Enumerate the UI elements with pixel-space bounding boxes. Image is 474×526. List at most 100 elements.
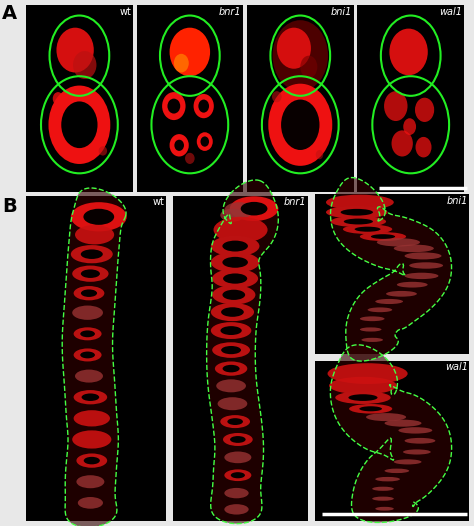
Ellipse shape (83, 209, 114, 225)
Ellipse shape (72, 306, 103, 320)
Ellipse shape (331, 216, 386, 227)
Ellipse shape (80, 351, 95, 358)
Ellipse shape (81, 249, 103, 259)
Ellipse shape (223, 433, 253, 446)
Ellipse shape (223, 274, 247, 284)
Ellipse shape (72, 430, 111, 449)
Ellipse shape (198, 99, 209, 113)
Ellipse shape (216, 379, 246, 392)
Ellipse shape (220, 326, 242, 335)
Ellipse shape (355, 227, 381, 232)
Ellipse shape (277, 28, 311, 69)
Polygon shape (330, 345, 452, 522)
Bar (315, 194, 469, 355)
Text: bni1: bni1 (331, 7, 352, 17)
Text: wal1: wal1 (445, 362, 468, 372)
Ellipse shape (56, 28, 94, 73)
Ellipse shape (80, 330, 95, 337)
Ellipse shape (366, 413, 406, 421)
Ellipse shape (212, 269, 258, 288)
Ellipse shape (268, 84, 332, 166)
Ellipse shape (372, 487, 394, 491)
Ellipse shape (211, 303, 254, 321)
Ellipse shape (392, 130, 413, 157)
Ellipse shape (218, 397, 247, 410)
Ellipse shape (222, 290, 245, 300)
Polygon shape (207, 180, 278, 523)
Ellipse shape (53, 92, 64, 105)
Polygon shape (62, 188, 126, 526)
Ellipse shape (224, 504, 249, 514)
Ellipse shape (326, 195, 394, 210)
Ellipse shape (162, 92, 186, 120)
Ellipse shape (201, 136, 209, 147)
Ellipse shape (82, 393, 99, 401)
Ellipse shape (390, 28, 428, 75)
Ellipse shape (213, 217, 267, 243)
Ellipse shape (360, 327, 382, 331)
Ellipse shape (73, 390, 107, 404)
Ellipse shape (73, 410, 110, 427)
Ellipse shape (76, 475, 104, 488)
Ellipse shape (273, 20, 328, 91)
Ellipse shape (72, 266, 109, 282)
Ellipse shape (75, 225, 114, 245)
Ellipse shape (404, 272, 438, 279)
Ellipse shape (193, 94, 214, 118)
Ellipse shape (405, 438, 435, 443)
Ellipse shape (228, 418, 243, 425)
Ellipse shape (335, 391, 391, 404)
Ellipse shape (316, 150, 323, 159)
Ellipse shape (73, 286, 104, 300)
Text: bnr1: bnr1 (284, 197, 307, 207)
Ellipse shape (375, 477, 400, 481)
Ellipse shape (375, 299, 403, 304)
Ellipse shape (99, 146, 107, 156)
Ellipse shape (215, 361, 247, 376)
Ellipse shape (212, 285, 255, 305)
Ellipse shape (212, 342, 250, 358)
Ellipse shape (231, 472, 245, 478)
Text: B: B (2, 197, 17, 216)
Polygon shape (330, 178, 452, 361)
Ellipse shape (61, 102, 98, 148)
Ellipse shape (221, 307, 244, 317)
Ellipse shape (71, 245, 113, 264)
Ellipse shape (73, 51, 97, 79)
Ellipse shape (197, 132, 213, 151)
Ellipse shape (220, 209, 245, 221)
Text: wt: wt (153, 197, 164, 207)
Ellipse shape (368, 307, 392, 312)
Bar (137, 5, 243, 192)
Ellipse shape (375, 507, 394, 511)
Ellipse shape (360, 232, 406, 241)
Ellipse shape (403, 449, 431, 454)
Ellipse shape (403, 118, 416, 135)
Ellipse shape (328, 363, 408, 384)
Ellipse shape (409, 262, 443, 269)
Ellipse shape (223, 365, 240, 372)
Ellipse shape (359, 406, 382, 411)
Ellipse shape (397, 282, 428, 288)
Ellipse shape (415, 98, 434, 122)
Ellipse shape (230, 196, 278, 221)
Ellipse shape (76, 453, 107, 468)
Ellipse shape (326, 206, 388, 219)
Ellipse shape (398, 427, 432, 433)
Ellipse shape (211, 236, 259, 257)
Ellipse shape (81, 269, 100, 278)
Ellipse shape (73, 348, 101, 361)
Ellipse shape (170, 28, 210, 76)
Ellipse shape (224, 451, 251, 463)
Text: wt: wt (119, 7, 131, 17)
Ellipse shape (384, 469, 409, 473)
Ellipse shape (185, 153, 195, 164)
Ellipse shape (394, 459, 421, 464)
Ellipse shape (416, 137, 431, 157)
Text: bnr1: bnr1 (219, 7, 242, 17)
Ellipse shape (71, 202, 127, 231)
Ellipse shape (343, 225, 392, 234)
Bar (315, 361, 469, 521)
Ellipse shape (78, 497, 103, 509)
Text: A: A (2, 4, 18, 23)
